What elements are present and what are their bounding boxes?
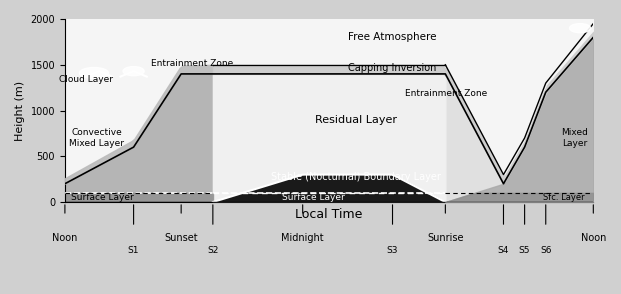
Text: Cloud Layer: Cloud Layer <box>59 75 113 84</box>
Text: Surface Layer: Surface Layer <box>282 193 345 201</box>
Ellipse shape <box>79 68 109 78</box>
Text: Convective
Mixed Layer: Convective Mixed Layer <box>69 128 124 148</box>
Text: Sunset: Sunset <box>165 233 198 243</box>
Text: Entrainment Zone: Entrainment Zone <box>406 88 487 98</box>
Text: Sunrise: Sunrise <box>427 233 464 243</box>
Text: Residual Layer: Residual Layer <box>314 115 397 125</box>
Y-axis label: Height (m): Height (m) <box>15 81 25 141</box>
Text: S4: S4 <box>498 246 509 255</box>
Text: Surface Layer: Surface Layer <box>71 193 134 201</box>
Text: Entrainment Zone: Entrainment Zone <box>151 59 233 68</box>
Text: Mixed
Layer: Mixed Layer <box>561 128 588 148</box>
Ellipse shape <box>123 66 144 76</box>
Text: Capping Inversion: Capping Inversion <box>348 63 437 73</box>
Text: Free Atmosphere: Free Atmosphere <box>348 32 437 42</box>
Text: Midnight: Midnight <box>281 233 324 243</box>
Text: Noon: Noon <box>581 233 606 243</box>
X-axis label: Local Time: Local Time <box>296 208 363 220</box>
Text: S2: S2 <box>207 246 219 255</box>
Text: Noon: Noon <box>52 233 78 243</box>
Text: S3: S3 <box>387 246 398 255</box>
Text: S1: S1 <box>128 246 139 255</box>
Ellipse shape <box>569 24 591 33</box>
Text: Stable (Nocturnal) Boundary Layer: Stable (Nocturnal) Boundary Layer <box>271 172 440 182</box>
Text: S6: S6 <box>540 246 551 255</box>
Text: Sfc. Layer: Sfc. Layer <box>543 193 585 201</box>
Text: S5: S5 <box>519 246 530 255</box>
